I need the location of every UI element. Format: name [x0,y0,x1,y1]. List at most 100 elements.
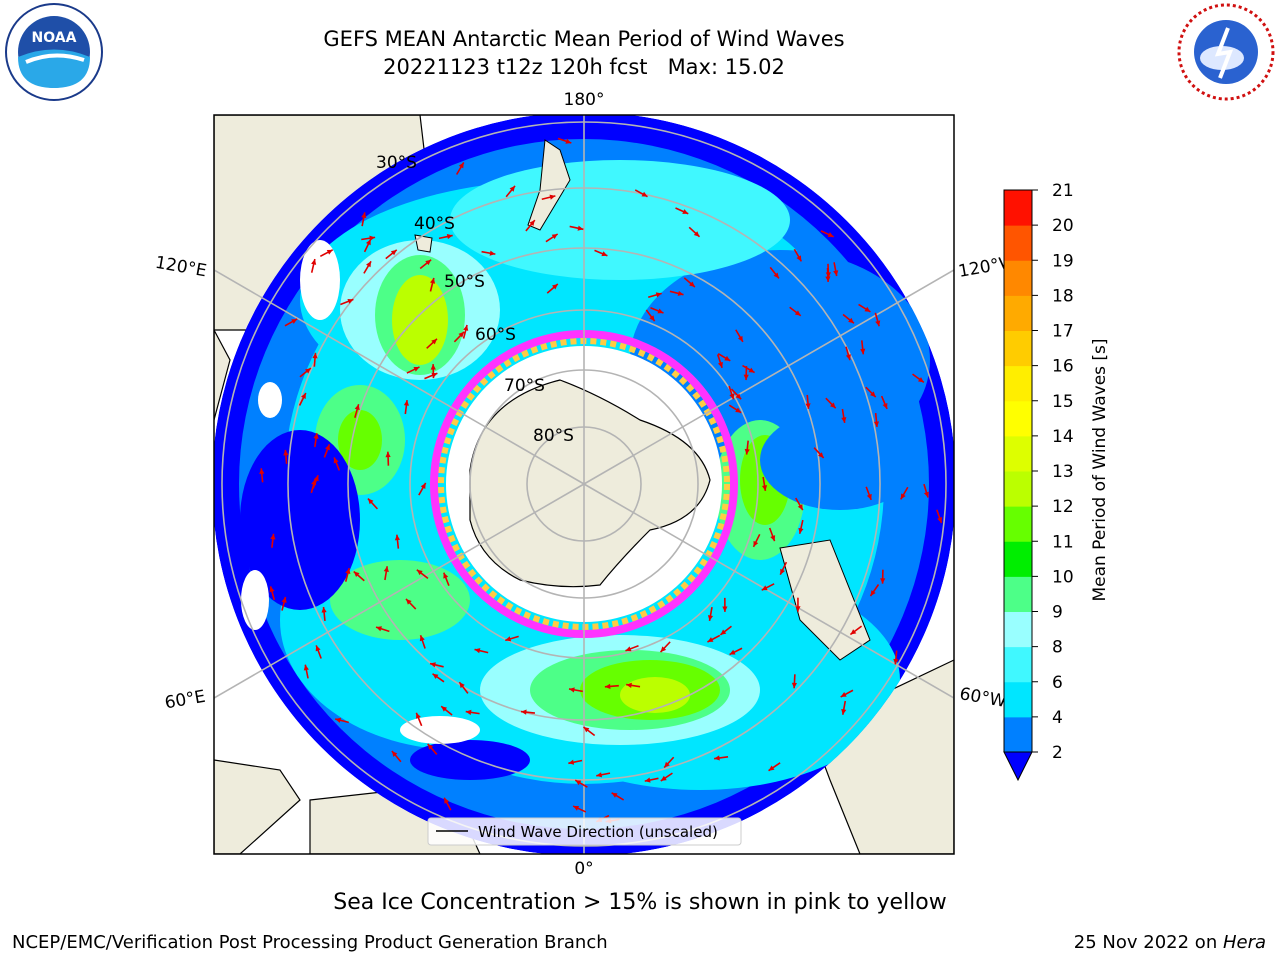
wave-direction-arrowhead [269,586,275,593]
colorbar-segment [1004,400,1032,437]
wave-direction-arrowhead [880,578,886,584]
colorbar-tick-label: 21 [1052,181,1074,201]
wave-direction-arrowhead [850,629,857,635]
colorbar-tick-label: 19 [1052,251,1074,271]
colorbar-tick-label: 6 [1052,673,1063,693]
wave-direction-arrowhead [657,308,664,314]
wave-direction-arrowhead [385,451,391,458]
colorbar-segment [1004,190,1032,226]
colorbar-segment [1004,435,1032,472]
lat-label-60s: 60°S [475,325,516,345]
map-legend: Wind Wave Direction (unscaled) [427,817,742,846]
wave-direction-arrowhead [735,393,742,400]
wave-direction-arrowhead [573,805,580,811]
wave-direction-arrowhead [420,482,426,489]
wave-direction-arrowhead [773,272,779,279]
wave-direction-arrowhead [391,751,398,757]
colorbar-segment [1004,330,1032,367]
colorbar-extend-arrow [1003,751,1033,782]
wave-direction-arrowhead [917,377,924,383]
wave-direction-arrowhead [333,457,339,464]
wave-direction-arrowhead [583,727,590,733]
wave-direction-arrowhead [841,417,847,423]
lat-label-70s: 70°S [504,376,545,396]
colorbar-tick-label: 15 [1052,392,1074,412]
colorbar-tick-label: 14 [1052,427,1074,447]
wave-direction-arrowhead [291,318,298,324]
wave-direction-arrowhead [458,331,465,338]
wave-direction-arrowhead [390,249,397,256]
wave-direction-arrowhead [601,251,608,257]
wave-direction-arrowhead [626,682,632,688]
wave-direction-arrowhead [604,683,611,690]
wave-direction-arrowhead [403,400,409,406]
colorbar-tick-label: 16 [1052,357,1074,377]
wave-direction-arrowhead [845,354,851,361]
wave-direction-arrowhead [431,338,437,345]
legend-label: Wind Wave Direction (unscaled) [478,823,718,841]
wave-direction-arrowhead [840,692,847,697]
wave-direction-arrowhead [761,585,768,591]
wave-direction-arrowhead [714,755,720,761]
wave-direction-arrowhead [441,706,448,712]
wave-direction-arrowhead [569,687,575,693]
wave-direction-arrowhead [729,649,736,655]
wave-direction-arrowhead [413,366,420,372]
wave-direction-arrowhead [303,664,309,671]
colorbar-tick-label: 18 [1052,286,1074,306]
wave-direction-arrowhead [394,534,401,541]
colorbar-segment [1004,506,1032,542]
wave-direction-arrowhead [923,491,929,498]
wave-direction-arrowhead [430,277,436,284]
wave-direction-arrowhead [743,374,749,381]
wave-direction-arrowhead [870,590,876,596]
wave-direction-arrowhead [870,391,876,398]
wave-direction-arrowhead [347,298,354,304]
wave-direction-arrowhead [443,572,449,579]
nws-logo [1177,3,1275,101]
wave-direction-arrowhead [753,540,759,547]
wave-direction-arrowhead [866,493,872,500]
colorbar-tick-label: 13 [1052,462,1074,482]
wave-direction-arrowhead [465,709,472,715]
wave-direction-arrowhead [520,709,527,715]
wave-direction-arrowhead [818,452,824,458]
wind-wave-arrows [259,137,943,824]
noaa-logo-text: NOAA [32,30,77,46]
wave-direction-arrowhead [529,220,535,226]
wave-direction-arrowhead [376,626,382,632]
lon-label-60e: 60°E [163,687,207,714]
wave-direction-arrowhead [361,212,367,219]
wave-direction-arrowhead [444,797,450,804]
wave-direction-arrowhead [737,335,743,342]
wave-direction-arrowhead [301,392,306,399]
wave-direction-arrowhead [354,404,360,411]
wave-direction-arrowhead [367,498,374,505]
wave-direction-arrowhead [430,364,436,370]
wave-direction-arrowhead [551,234,558,240]
wave-direction-arrowhead [259,468,265,474]
chart-title: GEFS MEAN Antarctic Mean Period of Wind … [323,27,845,51]
wave-direction-arrowhead [505,636,512,642]
noaa-logo: NOAA [5,3,103,101]
footer-host: Hera [1222,932,1266,953]
wave-direction-arrowhead [625,646,632,652]
wave-direction-arrowhead [345,568,351,575]
colorbar: 2 4 6 8 9 10 11 12 13 14 15 16 17 18 19 20 21 [1003,181,1074,782]
wave-direction-arrowhead [825,276,831,282]
wave-direction-arrowhead [689,281,695,287]
lon-label-180: 180° [564,90,605,110]
wave-direction-arrowhead [649,315,655,322]
wave-direction-arrowhead [427,743,434,750]
colorbar-segment [1004,646,1032,683]
wave-direction-arrowhead [459,682,465,689]
wave-direction-arrowhead [873,421,880,427]
wave-direction-arrowhead [283,449,289,456]
wave-direction-arrowhead [768,765,775,771]
wave-direction-arrowhead [353,571,360,578]
meridian-lines [214,115,954,854]
wave-direction-arrowhead [568,759,575,765]
wave-direction-arrowhead [405,598,412,605]
wave-direction-arrowhead [575,780,582,786]
colorbar-segment [1004,541,1032,577]
